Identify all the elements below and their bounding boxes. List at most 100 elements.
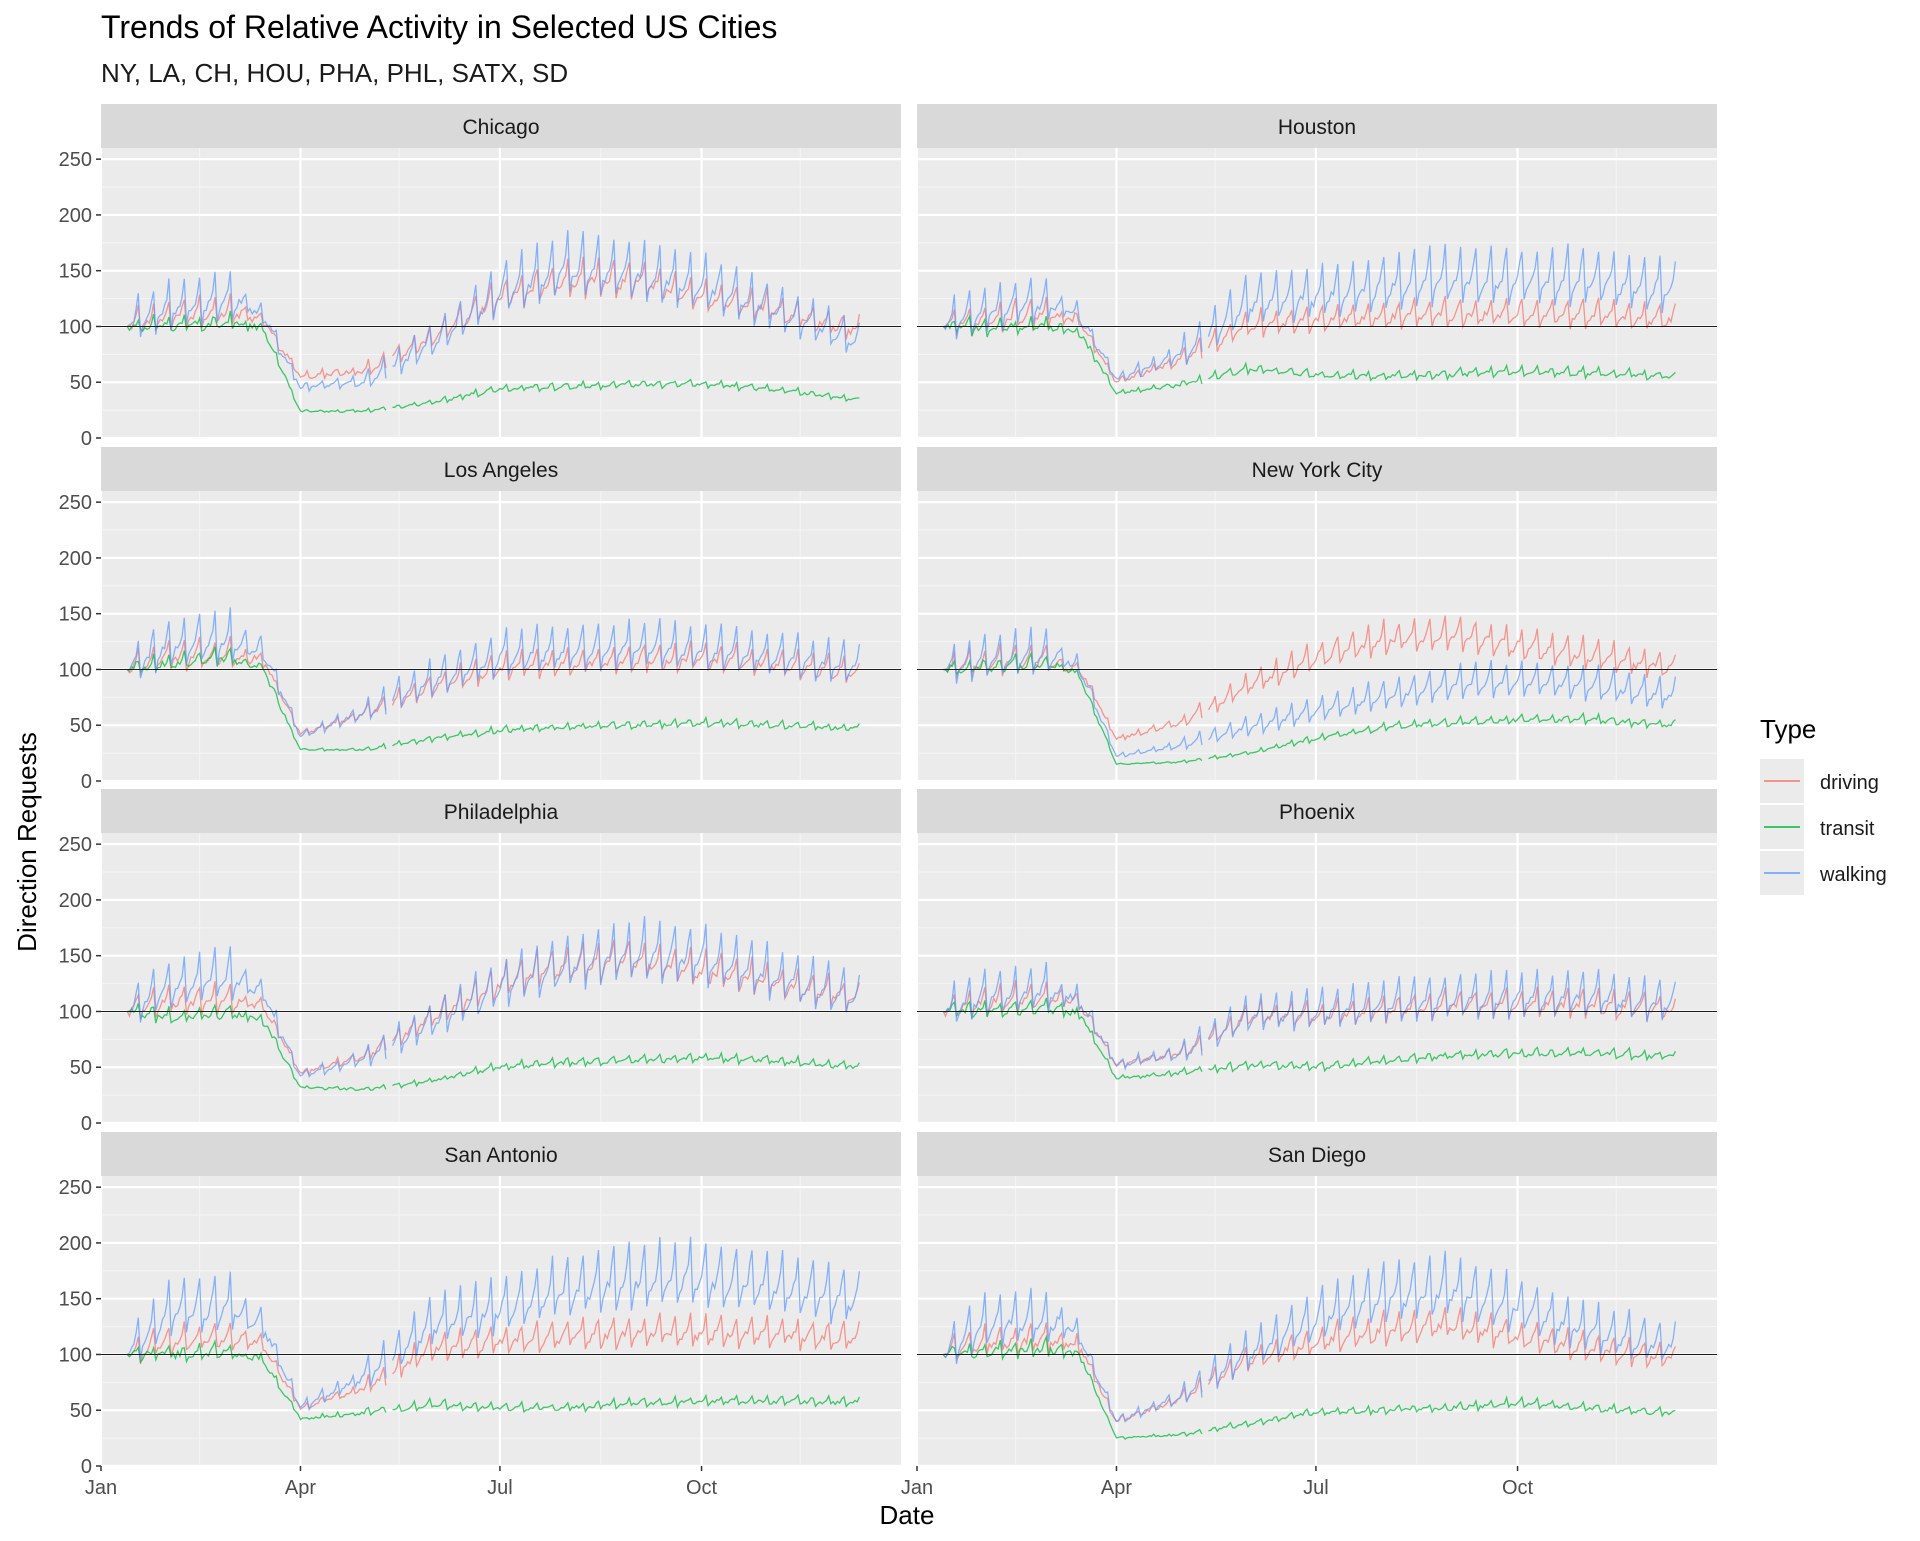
panel-philadelphia: Philadelphia 0 50 100 150 200 250	[59, 789, 901, 1135]
y-tick-label: 250	[59, 492, 92, 514]
legend-label-driving: driving	[1820, 772, 1879, 794]
strip-label: San Diego	[1268, 1144, 1366, 1167]
y-tick-label: 150	[59, 261, 92, 283]
y-tick-label: 100	[59, 659, 92, 681]
strip-background	[917, 1132, 1717, 1176]
y-tick-label: 0	[81, 771, 92, 793]
series-line-transit	[942, 314, 1203, 395]
strip-label: Houston	[1278, 116, 1356, 139]
series-line-walking	[943, 626, 1203, 758]
series-line-walking	[126, 1271, 387, 1412]
y-axis-label: Direction Requests	[12, 732, 42, 952]
y-tick-label: 250	[59, 834, 92, 856]
facet-panels: Chicago 0 50 100 150 200 250 Houston Los Angeles…	[59, 104, 1717, 1499]
y-tick-label: 50	[70, 372, 92, 394]
series-line-transit-after-gap	[1208, 711, 1676, 760]
series-line-driving	[127, 1321, 387, 1411]
chart-subtitle: NY, LA, CH, HOU, PHA, PHL, SATX, SD	[101, 58, 568, 88]
series-line-walking	[127, 271, 387, 393]
series-line-transit	[126, 646, 387, 752]
y-tick-label: 250	[59, 149, 92, 171]
legend-label-transit: transit	[1820, 818, 1875, 840]
series-line-walking-after-gap	[1207, 968, 1677, 1047]
series-line-walking-after-gap	[391, 916, 861, 1054]
panel-houston: Houston	[915, 104, 1717, 440]
series-line-walking	[943, 961, 1203, 1071]
strip-background	[101, 104, 901, 148]
series-line-driving-after-gap	[391, 640, 861, 709]
y-tick-label: 0	[81, 1113, 92, 1135]
y-tick-label: 200	[59, 205, 92, 227]
strip-background	[101, 447, 901, 491]
legend-label-walking: walking	[1819, 864, 1887, 886]
series-line-transit-after-gap	[1208, 1046, 1676, 1075]
series-line-walking-after-gap	[1207, 243, 1677, 346]
series-line-transit	[126, 1338, 387, 1421]
strip-label: Chicago	[462, 116, 539, 139]
series-line-transit-after-gap	[1208, 1395, 1676, 1433]
series-line-driving-after-gap	[1208, 986, 1677, 1043]
y-tick-label: 200	[59, 548, 92, 570]
x-tick-label: Jan	[901, 1477, 933, 1499]
y-tick-label: 200	[59, 890, 92, 912]
strip-background	[917, 789, 1717, 833]
panel-new-york-city: New York City	[915, 447, 1717, 783]
panel-los-angeles: Los Angeles 0 50 100 150 200 250	[59, 447, 901, 793]
strip-label: Phoenix	[1279, 801, 1355, 824]
y-tick-label: 200	[59, 1233, 92, 1255]
x-tick-label: Jul	[487, 1477, 513, 1499]
series-line-transit	[127, 1003, 387, 1092]
y-tick-label: 0	[81, 428, 92, 450]
panel-chicago: Chicago 0 50 100 150 200 250	[59, 104, 901, 450]
x-tick-label: Apr	[285, 1477, 316, 1499]
y-tick-label: 100	[59, 1344, 92, 1366]
panel-phoenix: Phoenix	[915, 789, 1717, 1125]
series-line-driving-after-gap	[1207, 295, 1677, 352]
series-line-walking	[127, 946, 387, 1078]
strip-label: San Antonio	[444, 1144, 557, 1167]
series-line-walking-after-gap	[1208, 1250, 1677, 1389]
x-axis-label: Date	[880, 1500, 935, 1530]
chart-title: Trends of Relative Activity in Selected …	[101, 9, 777, 45]
y-tick-label: 50	[70, 1400, 92, 1422]
series-line-transit-after-gap	[392, 1051, 860, 1089]
y-tick-label: 50	[70, 1057, 92, 1079]
legend-title: Type	[1760, 714, 1816, 744]
x-tick-label: Jan	[85, 1477, 117, 1499]
y-tick-label: 100	[59, 1001, 92, 1023]
panel-san-diego: San Diego Jan Apr Jul Oct	[901, 1132, 1717, 1499]
y-tick-label: 150	[59, 1289, 92, 1311]
strip-label: Los Angeles	[444, 459, 558, 482]
strip-background	[917, 104, 1717, 148]
series-line-transit-after-gap	[392, 1393, 860, 1414]
y-tick-label: 50	[70, 715, 92, 737]
y-tick-label: 100	[59, 316, 92, 338]
series-line-transit-after-gap	[392, 715, 860, 747]
series-line-walking	[942, 1287, 1203, 1423]
strip-label: New York City	[1252, 459, 1383, 482]
series-line-transit-after-gap	[1208, 361, 1676, 382]
x-tick-label: Oct	[686, 1477, 718, 1499]
x-tick-label: Apr	[1101, 1477, 1132, 1499]
series-line-walking-after-gap	[1208, 659, 1677, 743]
series-line-transit	[942, 1334, 1203, 1440]
series-line-walking-after-gap	[392, 230, 861, 375]
y-tick-label: 150	[59, 604, 92, 626]
strip-background	[101, 1132, 901, 1176]
series-line-walking	[127, 607, 387, 738]
series-line-driving-after-gap	[392, 1312, 861, 1378]
x-tick-label: Oct	[1502, 1477, 1534, 1499]
legend: Type driving transit walking	[1760, 714, 1887, 895]
panel-san-antonio: San Antonio 0 50 100 150 200 250 Jan Apr Jul Oct	[59, 1132, 901, 1499]
strip-background	[917, 447, 1717, 491]
series-line-walking-after-gap	[391, 618, 861, 708]
y-tick-label: 150	[59, 946, 92, 968]
strip-label: Philadelphia	[444, 801, 559, 824]
series-line-transit-after-gap	[392, 378, 860, 409]
series-line-walking-after-gap	[391, 1236, 861, 1365]
strip-background	[101, 789, 901, 833]
y-tick-label: 0	[81, 1456, 92, 1478]
series-line-driving-after-gap	[1207, 615, 1677, 713]
